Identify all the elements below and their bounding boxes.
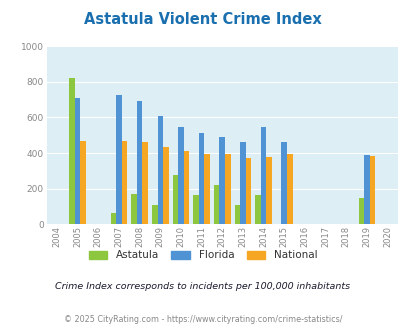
Bar xyxy=(369,156,374,224)
Bar xyxy=(193,195,198,224)
Text: Crime Index corresponds to incidents per 100,000 inhabitants: Crime Index corresponds to incidents per… xyxy=(55,282,350,291)
Bar xyxy=(131,194,136,224)
Bar xyxy=(80,141,86,224)
Bar xyxy=(224,154,230,224)
Bar xyxy=(142,143,148,224)
Bar xyxy=(260,127,266,224)
Bar xyxy=(281,142,286,224)
Bar xyxy=(136,101,142,224)
Bar xyxy=(157,116,163,224)
Bar xyxy=(163,147,168,224)
Bar xyxy=(240,143,245,224)
Bar xyxy=(122,141,127,224)
Bar xyxy=(183,151,189,224)
Bar xyxy=(204,154,209,224)
Bar xyxy=(116,95,121,224)
Bar xyxy=(75,98,80,224)
Legend: Astatula, Florida, National: Astatula, Florida, National xyxy=(88,250,317,260)
Bar xyxy=(110,213,116,224)
Bar xyxy=(266,157,271,224)
Text: © 2025 CityRating.com - https://www.cityrating.com/crime-statistics/: © 2025 CityRating.com - https://www.city… xyxy=(64,315,341,324)
Bar xyxy=(178,127,183,224)
Bar xyxy=(151,205,157,224)
Bar xyxy=(286,154,292,224)
Bar xyxy=(219,137,224,224)
Bar xyxy=(69,78,75,224)
Bar xyxy=(245,158,251,224)
Bar xyxy=(172,176,178,224)
Text: Astatula Violent Crime Index: Astatula Violent Crime Index xyxy=(84,12,321,26)
Bar xyxy=(363,155,369,224)
Bar xyxy=(358,198,363,224)
Bar xyxy=(234,205,240,224)
Bar xyxy=(213,185,219,224)
Bar xyxy=(198,133,204,224)
Bar xyxy=(255,195,260,224)
